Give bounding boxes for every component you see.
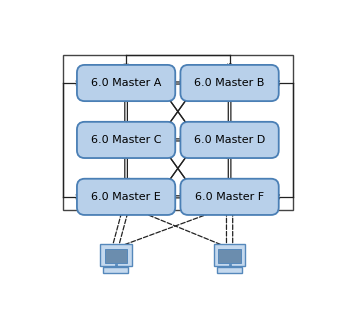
FancyBboxPatch shape (180, 122, 279, 158)
FancyBboxPatch shape (214, 245, 245, 266)
FancyBboxPatch shape (104, 249, 127, 263)
Text: 6.0 Master B: 6.0 Master B (194, 78, 265, 88)
Bar (63, 54, 293, 210)
Text: 6.0 Master C: 6.0 Master C (91, 135, 161, 145)
FancyBboxPatch shape (100, 245, 132, 266)
FancyBboxPatch shape (103, 267, 128, 274)
FancyBboxPatch shape (77, 65, 175, 101)
Text: 6.0 Master D: 6.0 Master D (194, 135, 265, 145)
FancyBboxPatch shape (180, 65, 279, 101)
Text: 6.0 Master E: 6.0 Master E (91, 192, 161, 202)
FancyBboxPatch shape (219, 249, 241, 263)
Text: 6.0 Master F: 6.0 Master F (195, 192, 264, 202)
FancyBboxPatch shape (77, 179, 175, 215)
FancyBboxPatch shape (180, 179, 279, 215)
FancyBboxPatch shape (217, 267, 242, 274)
FancyBboxPatch shape (77, 122, 175, 158)
Text: 6.0 Master A: 6.0 Master A (91, 78, 161, 88)
